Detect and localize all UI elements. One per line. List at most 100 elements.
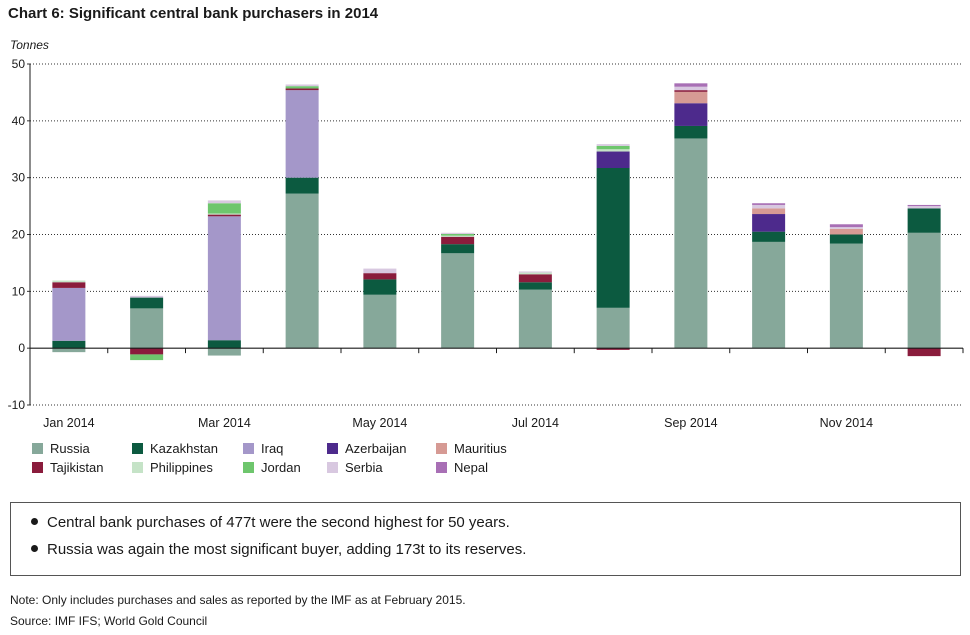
bullet-icon: [31, 518, 38, 525]
note-item: Central bank purchases of 477t were the …: [31, 514, 960, 541]
bar-segment-russia: [829, 243, 863, 349]
axes: -10 0 10 20 30 40 50 Jan 2014 Mar 2014 May 2014 Ju…: [8, 57, 964, 430]
bar-segment-nepal: [674, 83, 708, 87]
bar-segment-russia: [674, 138, 708, 349]
bar-segment-jordan: [285, 86, 319, 89]
footnote: Note: Only includes purchases and sales …: [10, 593, 466, 607]
bar-segment-iraq: [285, 90, 319, 178]
bar-segment-kazakhstan: [285, 177, 319, 194]
y-axis-label: Tonnes: [10, 38, 49, 52]
bar-segment-jordan: [207, 203, 241, 214]
bar-segment-kazakhstan: [130, 297, 164, 309]
bar-segment-philippines: [52, 280, 86, 283]
chart: Tonnes -10 0 10 20 30 40 50 Jan 2014 Mar 2014 May…: [8, 38, 964, 430]
bar-segment-tajikistan: [441, 236, 475, 245]
bar-segment-mauritius: [829, 228, 863, 235]
x-tick-label: Jan 2014: [43, 416, 94, 430]
legend-label: Philippines: [150, 460, 213, 475]
bar-segment-azerbaijan: [596, 151, 630, 169]
legend-swatch: [327, 443, 338, 454]
legend-swatch: [32, 462, 43, 473]
legend-swatch: [243, 462, 254, 473]
legend-label: Kazakhstan: [150, 441, 218, 456]
bar-segment-serbia: [907, 206, 941, 209]
bar-segment-tajikistan: [518, 274, 552, 283]
legend-label: Azerbaijan: [345, 441, 407, 456]
bar-segment-kazakhstan: [363, 279, 397, 295]
y-tick-label: 0: [18, 341, 25, 355]
bar-segment-serbia: [596, 144, 630, 146]
bar-segment-kazakhstan: [674, 125, 708, 139]
bar-segment-kazakhstan: [752, 231, 786, 242]
legend-swatch: [132, 462, 143, 473]
legend-label: Iraq: [261, 441, 284, 456]
bar-segment-russia: [518, 289, 552, 349]
note-item: Russia was again the most significant bu…: [31, 541, 960, 568]
y-tick-label: 10: [12, 284, 26, 298]
legend-label: Tajikistan: [50, 460, 104, 475]
gridlines: [30, 63, 963, 406]
bar-segment-philippines: [518, 272, 552, 275]
bar-segment-philippines: [207, 213, 241, 215]
chart-title: Chart 6: Significant central bank purcha…: [8, 5, 379, 22]
bar-segment-philippines: [441, 235, 475, 237]
bar-segment-russia: [752, 241, 786, 349]
bar-segment-tajikistan: [363, 273, 397, 280]
bar-segment-kazakhstan: [829, 234, 863, 244]
legend-item: Kazakhstan: [132, 441, 218, 456]
y-tick-label: 40: [12, 114, 26, 128]
bar-segment-kazakhstan: [207, 340, 241, 349]
x-tick-label: Sep 2014: [664, 416, 718, 430]
y-tick-label: 30: [12, 171, 26, 185]
legend-swatch: [32, 443, 43, 454]
bar-segment-serbia: [518, 271, 552, 273]
bar-segment-serbia: [441, 232, 475, 234]
x-tick-label: Jul 2014: [512, 416, 559, 430]
bar-segment-serbia: [207, 200, 241, 204]
legend-item: Azerbaijan: [327, 441, 406, 456]
bar-segment-nepal: [829, 224, 863, 228]
bar-segment-russia: [441, 253, 475, 349]
bar-segment-kazakhstan: [907, 208, 941, 233]
bar-segment-nepal: [752, 203, 786, 205]
legend-swatch: [436, 462, 447, 473]
bar-segment-russia: [52, 348, 86, 353]
bar-segment-iraq: [52, 287, 86, 341]
legend-label: Mauritius: [454, 441, 507, 456]
legend-item: Russia: [32, 441, 90, 456]
legend-item: Nepal: [436, 460, 488, 475]
bar-segment-azerbaijan: [674, 103, 708, 126]
legend-swatch: [327, 462, 338, 473]
bar-segment-russia: [130, 308, 164, 349]
bar-segment-iraq: [207, 216, 241, 341]
bar-segment-russia: [363, 294, 397, 349]
bar-segment-russia: [596, 307, 630, 349]
bar-segment-serbia: [363, 268, 397, 274]
legend-label: Russia: [50, 441, 90, 456]
note-text: Russia was again the most significant bu…: [47, 541, 527, 558]
note-text: Central bank purchases of 477t were the …: [47, 514, 510, 531]
legend-item: Philippines: [132, 460, 213, 475]
bar-segment-serbia: [829, 227, 863, 229]
bar-segment-tajikistan: [130, 348, 164, 355]
bullet-icon: [31, 545, 38, 552]
legend-item: Jordan: [243, 460, 301, 475]
bar-segment-kazakhstan: [596, 168, 630, 308]
legend-label: Nepal: [454, 460, 488, 475]
bar-segment-tajikistan: [207, 214, 241, 217]
legend-label: Jordan: [261, 460, 301, 475]
bar-segment-azerbaijan: [752, 214, 786, 232]
bar-segment-serbia: [130, 295, 164, 298]
x-tick-label: May 2014: [352, 416, 407, 430]
bar-segment-jordan: [596, 145, 630, 150]
bar-segment-russia: [907, 232, 941, 349]
bar-segment-serbia: [752, 204, 786, 209]
y-tick-label: -10: [8, 398, 26, 412]
bar-segment-philippines: [596, 149, 630, 152]
bar-segment-russia: [285, 193, 319, 349]
x-tick-label: Nov 2014: [820, 416, 874, 430]
legend-item: Serbia: [327, 460, 383, 475]
y-tick-label: 20: [12, 228, 26, 242]
legend-swatch: [132, 443, 143, 454]
legend-swatch: [436, 443, 447, 454]
